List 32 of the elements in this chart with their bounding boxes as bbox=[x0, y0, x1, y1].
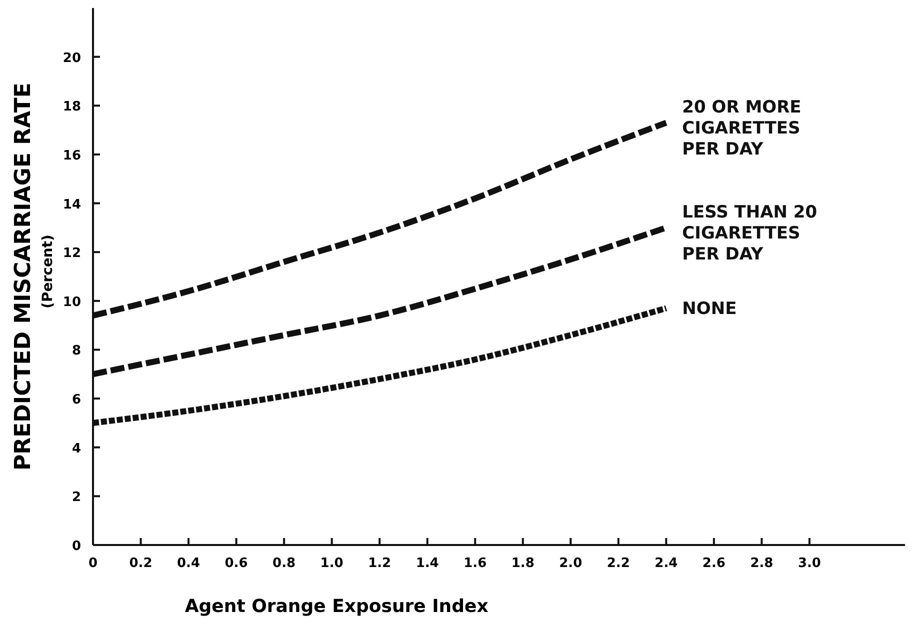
x-tick-label: 2.2 bbox=[606, 556, 630, 571]
x-tick-label: 1.8 bbox=[511, 556, 534, 571]
x-tick-label: 0.4 bbox=[177, 556, 200, 571]
y-axis-title: PREDICTED MISCARRIAGE RATE (Percent) bbox=[11, 82, 56, 470]
x-tick-label: 0 bbox=[88, 556, 98, 571]
text: 1.0 bbox=[320, 556, 344, 571]
x-axis-title: Agent Orange Exposure Index bbox=[184, 596, 489, 617]
series-label: LESS THAN 20 CIGARETTES PER DAY bbox=[682, 202, 818, 265]
x-tick-label: 0.2 bbox=[129, 556, 152, 571]
y-tick-label: 16 bbox=[62, 148, 81, 164]
x-tick-label: 0.8 bbox=[272, 556, 296, 571]
series-label: NONE bbox=[682, 299, 737, 320]
x-tick-label: 2.6 bbox=[702, 556, 726, 571]
y-tick-label: 12 bbox=[62, 246, 81, 262]
y-tick-label: 4 bbox=[72, 441, 81, 456]
x-tick-label: 0.6 bbox=[224, 556, 248, 571]
y-tick-label: 10 bbox=[62, 294, 81, 310]
y-tick-label: 6 bbox=[72, 392, 81, 408]
x-tick-label: 2.4 bbox=[654, 556, 678, 571]
y-tick-label: 18 bbox=[62, 100, 81, 115]
y-tick-label: 20 bbox=[62, 50, 81, 66]
text: 2.0 bbox=[559, 556, 582, 571]
y-tick-label: 8 bbox=[72, 344, 81, 359]
x-tick-label: 1.6 bbox=[464, 556, 487, 571]
series-label: 20 OR MORE CIGARETTES PER DAY bbox=[682, 98, 802, 160]
y-tick-label: 14 bbox=[62, 197, 81, 212]
y-tick-label: 2 bbox=[72, 490, 81, 506]
text: 3.0 bbox=[798, 556, 821, 571]
x-tick-label: 1.2 bbox=[368, 556, 392, 571]
x-tick-label: 2.8 bbox=[750, 556, 774, 571]
y-tick-label: 0 bbox=[72, 539, 81, 554]
x-tick-label: 1.4 bbox=[416, 556, 439, 571]
